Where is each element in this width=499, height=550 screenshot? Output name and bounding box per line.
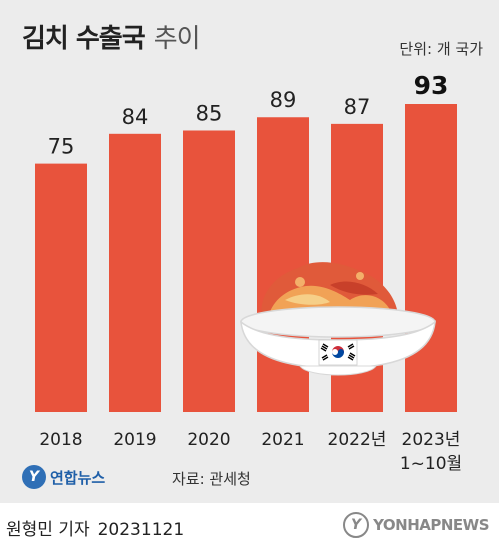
tick-label-3: 2021	[261, 430, 304, 450]
data-label-5: 93	[414, 71, 449, 100]
tick-label-2: 2020	[187, 430, 230, 450]
korean-flag-icon	[318, 339, 358, 366]
bar-5	[405, 104, 457, 412]
bar-1	[109, 133, 161, 412]
byline-reporter: 원형민 기자	[6, 520, 90, 540]
data-label-4: 87	[344, 95, 371, 119]
byline: 원형민 기자 20231121	[6, 515, 184, 540]
unit-label: 단위: 개 국가	[399, 40, 483, 58]
title-subtitle: 추이	[153, 24, 201, 54]
byline-date: 20231121	[97, 520, 185, 540]
yonhap-watermark: Y YONHAPNEWS	[343, 512, 489, 538]
tick-label-4: 2022년	[328, 430, 387, 450]
watermark-icon: Y	[343, 512, 370, 538]
data-label-2: 85	[196, 101, 223, 125]
yonhap-logo: Y 연합뉴스	[22, 465, 105, 489]
data-label-1: 84	[122, 105, 149, 129]
chart-title: 김치 수출국 추이	[22, 18, 201, 55]
tick-label-5-line2: 1~10월	[400, 454, 462, 474]
tick-label-5: 2023년	[402, 430, 461, 450]
data-label-0: 75	[48, 135, 75, 159]
bar-0	[35, 163, 87, 412]
data-label-3: 89	[270, 88, 297, 112]
watermark-text: YONHAPNEWS	[373, 516, 489, 534]
source-label: 자료: 관세청	[172, 470, 251, 488]
title-main: 김치 수출국	[22, 24, 146, 54]
tick-label-1: 2019	[113, 430, 156, 450]
yonhap-logo-icon: Y	[22, 465, 46, 489]
bar-2	[183, 130, 235, 412]
infographic-card: 김치 수출국 추이 단위: 개 국가 75 2018 84 2019 85 2020 89 2…	[0, 0, 499, 503]
kimchi-bowl-illustration	[240, 262, 436, 376]
yonhap-logo-text: 연합뉴스	[50, 468, 106, 487]
tick-label-0: 2018	[39, 430, 82, 450]
